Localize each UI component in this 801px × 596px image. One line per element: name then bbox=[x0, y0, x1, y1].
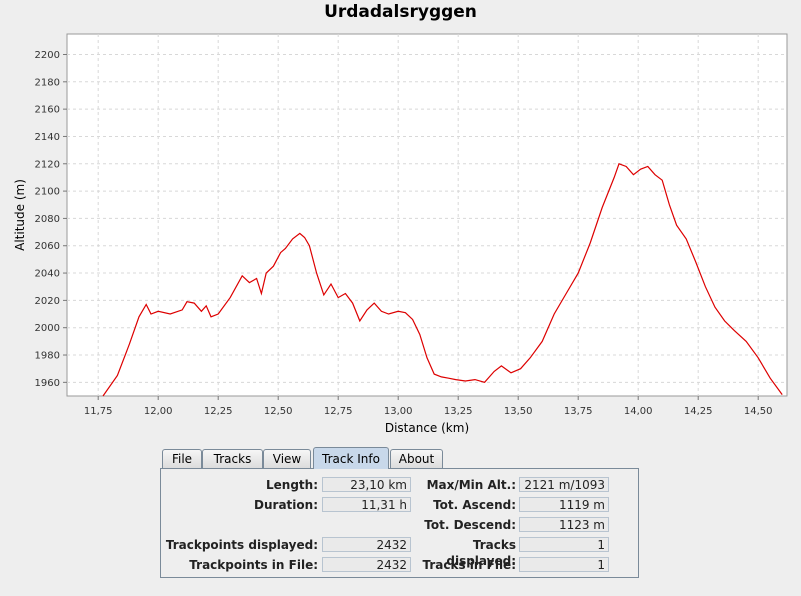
trackpoints-in-file-value: 2432 bbox=[322, 557, 411, 572]
y-tick-label: 2060 bbox=[35, 241, 60, 252]
y-tick-label: 2100 bbox=[35, 187, 60, 198]
x-tick-label: 11,75 bbox=[84, 406, 113, 417]
x-tick-label: 13,25 bbox=[444, 406, 473, 417]
length-value: 23,10 km bbox=[322, 477, 411, 492]
tab-view-label: View bbox=[272, 452, 302, 466]
y-axis-ticks: 1960 1980 2000 2020 2040 2060 2080 2100 2120 2140… bbox=[35, 50, 67, 389]
y-tick-label: 1960 bbox=[35, 378, 60, 389]
plot-background bbox=[66, 33, 788, 397]
maxmin-alt-value: 2121 m/1093 m bbox=[519, 477, 609, 507]
tab-tracks[interactable]: Tracks bbox=[202, 449, 263, 468]
track-info-panel: Length: 23,10 km Duration: 11,31 h Track… bbox=[160, 468, 639, 578]
x-tick-label: 12,00 bbox=[144, 406, 173, 417]
y-tick-label: 2200 bbox=[35, 50, 60, 61]
tab-track-info[interactable]: Track Info bbox=[313, 447, 389, 469]
duration-label: Duration: bbox=[254, 498, 318, 512]
x-tick-label: 13,00 bbox=[384, 406, 413, 417]
x-tick-label: 12,25 bbox=[204, 406, 233, 417]
y-tick-label: 2120 bbox=[35, 159, 60, 170]
x-axis-ticks: 11,75 12,00 12,25 12,50 12,75 13,00 13,25 13,50… bbox=[84, 396, 773, 417]
tot-ascend-label: Tot. Ascend: bbox=[433, 498, 516, 512]
length-label: Length: bbox=[266, 478, 318, 492]
x-axis-label: Distance (km) bbox=[385, 421, 469, 435]
duration-value: 11,31 h bbox=[322, 497, 411, 512]
x-tick-label: 14,25 bbox=[684, 406, 713, 417]
tab-view[interactable]: View bbox=[263, 449, 311, 468]
trackpoints-in-file-label: Trackpoints in File: bbox=[189, 558, 318, 572]
tot-descend-label: Tot. Descend: bbox=[424, 518, 516, 532]
x-tick-label: 14,50 bbox=[744, 406, 773, 417]
y-tick-label: 2000 bbox=[35, 323, 60, 334]
tracks-displayed-value: 1 bbox=[519, 537, 609, 552]
chart-title: Urdadalsryggen bbox=[324, 2, 477, 22]
tab-track-info-label: Track Info bbox=[322, 452, 380, 466]
tab-file-label: File bbox=[171, 452, 193, 466]
altitude-chart: 1960 1980 2000 2020 2040 2060 2080 2100 2120 2140… bbox=[13, 33, 788, 435]
tracks-in-file-value: 1 bbox=[519, 557, 609, 572]
y-tick-label: 1980 bbox=[35, 351, 60, 362]
x-tick-label: 13,50 bbox=[504, 406, 533, 417]
y-axis-label: Altitude (m) bbox=[13, 179, 27, 251]
x-tick-label: 12,75 bbox=[324, 406, 353, 417]
tracks-in-file-label: Tracks in File: bbox=[422, 558, 517, 572]
trackpoints-displayed-label: Trackpoints displayed: bbox=[165, 538, 318, 552]
y-tick-label: 2040 bbox=[35, 269, 60, 280]
y-tick-label: 2160 bbox=[35, 105, 60, 116]
tot-ascend-value: 1119 m bbox=[519, 497, 609, 512]
x-tick-label: 13,75 bbox=[564, 406, 593, 417]
y-tick-label: 2180 bbox=[35, 77, 60, 88]
y-tick-label: 2020 bbox=[35, 296, 60, 307]
tab-about[interactable]: About bbox=[390, 449, 443, 468]
tot-descend-value: 1123 m bbox=[519, 517, 609, 532]
tracks-displayed-label: Tracks displayed: bbox=[446, 538, 516, 568]
tab-tracks-label: Tracks bbox=[213, 452, 252, 466]
trackpoints-displayed-value: 2432 bbox=[322, 537, 411, 552]
tab-file[interactable]: File bbox=[162, 449, 202, 468]
y-tick-label: 2140 bbox=[35, 132, 60, 143]
x-tick-label: 14,00 bbox=[624, 406, 653, 417]
grid bbox=[67, 34, 787, 396]
x-tick-label: 12,50 bbox=[264, 406, 293, 417]
altitude-series-line bbox=[102, 163, 783, 397]
tab-about-label: About bbox=[398, 452, 435, 466]
maxmin-alt-label: Max/Min Alt.: bbox=[426, 478, 516, 492]
y-tick-label: 2080 bbox=[35, 214, 60, 225]
